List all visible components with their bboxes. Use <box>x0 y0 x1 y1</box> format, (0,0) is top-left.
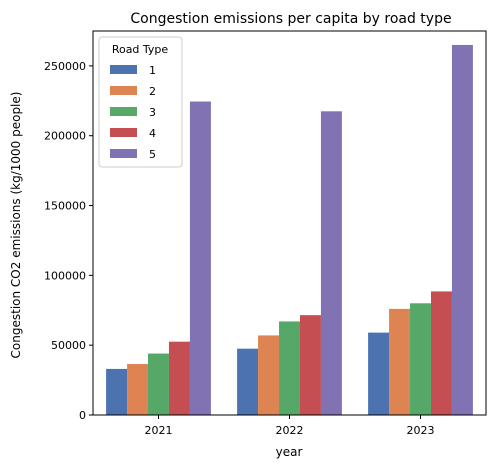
plot-area: 2021 2022 2023 0 50000 100000 150000 200000 2500… <box>44 30 487 437</box>
y-tick-label: 150000 <box>44 200 86 213</box>
bar <box>189 101 211 416</box>
x-axis-label: year <box>276 445 303 459</box>
x-tick-label: 2022 <box>276 424 304 437</box>
legend-swatch <box>110 86 137 95</box>
bar <box>258 335 280 415</box>
legend-label: 4 <box>149 127 156 140</box>
legend-swatch <box>110 149 137 158</box>
y-axis-label: Congestion CO2 emissions (kg/1000 people… <box>9 92 23 359</box>
bar <box>127 364 149 415</box>
axes-frame <box>92 30 487 416</box>
bar <box>168 341 190 415</box>
legend-label: 3 <box>149 106 156 119</box>
bar <box>237 348 259 415</box>
bar <box>451 44 473 416</box>
y-tick-label: 0 <box>79 409 86 422</box>
bar <box>410 303 431 415</box>
chart-title: Congestion emissions per capita by road … <box>130 11 451 27</box>
legend-title: Road Type <box>112 43 169 56</box>
bar <box>368 332 390 415</box>
y-tick-label: 200000 <box>44 130 86 143</box>
y-tick-label: 50000 <box>51 339 86 352</box>
legend-label: 2 <box>149 85 156 98</box>
bar <box>279 321 300 415</box>
bar <box>389 308 411 415</box>
bar <box>299 315 321 415</box>
x-tick-label: 2021 <box>145 424 173 437</box>
bar <box>148 353 169 415</box>
legend: Road Type 1 2 3 4 5 <box>98 36 183 168</box>
legend-label: 1 <box>149 64 156 77</box>
bar <box>430 291 452 415</box>
y-tick-label: 250000 <box>44 60 86 73</box>
bar <box>106 368 128 415</box>
legend-swatch <box>110 128 137 137</box>
legend-box <box>98 36 183 168</box>
legend-swatch <box>110 107 137 116</box>
legend-label: 5 <box>149 148 156 161</box>
x-tick-label: 2023 <box>407 424 435 437</box>
legend-swatch <box>110 65 137 74</box>
y-tick-label: 100000 <box>44 269 86 282</box>
bar <box>320 111 342 416</box>
